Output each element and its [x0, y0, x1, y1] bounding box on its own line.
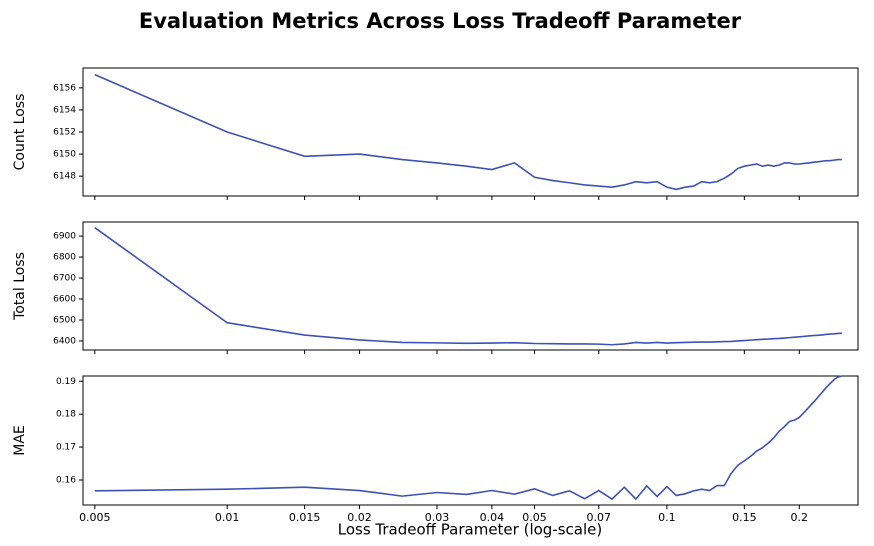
y-axis-label: Count Loss: [12, 94, 28, 171]
x-tick-label: 0.03: [425, 511, 450, 524]
x-tick-label: 0.2: [791, 511, 809, 524]
y-axis-label: Total Loss: [12, 252, 28, 321]
x-tick-label: 0.01: [215, 511, 240, 524]
y-tick-label: 6900: [53, 232, 76, 242]
y-tick-label: 6152: [53, 128, 76, 138]
y-tick-label: 6156: [53, 83, 76, 93]
x-tick-label: 0.005: [79, 511, 111, 524]
x-tick-label: 0.04: [480, 511, 505, 524]
y-tick-label: 6154: [53, 105, 76, 115]
x-tick-label: 0.05: [522, 511, 547, 524]
y-tick-label: 6500: [53, 315, 76, 325]
data-line: [94, 227, 842, 346]
chart-title: Evaluation Metrics Across Loss Tradeoff …: [139, 9, 742, 33]
x-tick-label: 0.15: [732, 511, 757, 524]
y-tick-label: 6700: [53, 274, 76, 284]
y-tick-label: 0.18: [56, 410, 76, 420]
y-tick-label: 6600: [53, 295, 76, 305]
x-tick-label: 0.1: [658, 511, 676, 524]
y-tick-label: 6800: [53, 253, 76, 263]
y-tick-label: 0.16: [56, 475, 76, 485]
plot-frame: [82, 221, 859, 351]
x-tick-label: 0.07: [587, 511, 612, 524]
y-tick-label: 6150: [53, 150, 76, 160]
y-tick-label: 6400: [53, 336, 76, 346]
y-tick-label: 0.19: [56, 377, 76, 387]
x-tick-label: 0.015: [289, 511, 321, 524]
y-tick-label: 0.17: [56, 443, 76, 453]
y-tick-label: 6148: [53, 172, 76, 182]
plot-frame: [82, 375, 859, 506]
x-axis-label: Loss Tradeoff Parameter (log-scale): [338, 521, 602, 539]
data-line: [94, 375, 843, 501]
plot-frame: [82, 67, 859, 197]
data-line: [94, 73, 842, 191]
x-tick-label: 0.02: [347, 511, 372, 524]
y-axis-label: MAE: [12, 425, 28, 456]
